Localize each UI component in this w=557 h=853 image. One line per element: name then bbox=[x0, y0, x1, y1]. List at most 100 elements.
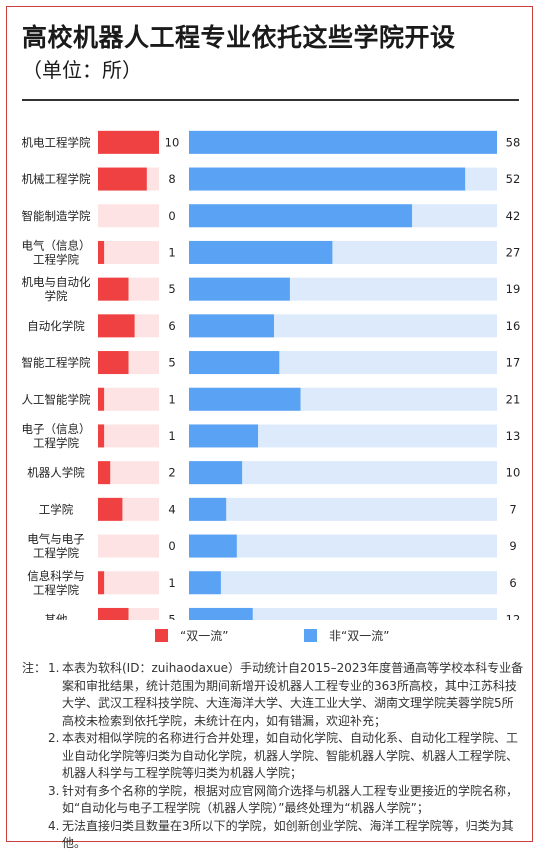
bar-blue bbox=[189, 461, 243, 485]
data-label-blue: 21 bbox=[506, 392, 521, 406]
category-label: 电子（信息） bbox=[22, 422, 91, 436]
note-item: 注： 1. 本表为软科(ID：zuihaodaxue）手动统计自2015–202… bbox=[22, 660, 525, 730]
data-label-blue: 19 bbox=[506, 282, 521, 296]
card-frame bbox=[6, 6, 533, 842]
data-label-blue: 17 bbox=[506, 356, 521, 370]
bar-blue bbox=[189, 314, 274, 338]
bar-red bbox=[98, 277, 129, 301]
category-label: 工学院 bbox=[39, 502, 74, 516]
category-label: 学院 bbox=[45, 289, 68, 303]
category-label: 工程学院 bbox=[33, 252, 79, 266]
data-label-blue: 58 bbox=[506, 135, 521, 149]
bar-blue bbox=[189, 497, 227, 521]
bar-blue bbox=[189, 204, 413, 228]
bar-blue bbox=[189, 607, 253, 620]
data-label-red: 8 bbox=[168, 172, 175, 186]
category-label: 机器人学院 bbox=[27, 466, 85, 480]
bar-track-blue bbox=[189, 424, 497, 448]
category-label: 机电与自动化 bbox=[22, 275, 91, 289]
data-label-red: 1 bbox=[168, 429, 175, 443]
bar-red bbox=[98, 424, 105, 448]
bar-blue bbox=[189, 277, 290, 301]
data-label-red: 1 bbox=[168, 392, 175, 406]
data-label-blue: 6 bbox=[509, 576, 516, 590]
data-label-blue: 27 bbox=[506, 245, 521, 259]
note-prefix: 注： bbox=[22, 661, 47, 675]
category-label: 电气与电子 bbox=[27, 532, 85, 546]
bar-red bbox=[98, 130, 159, 154]
note-text: 本表为软科(ID：zuihaodaxue）手动统计自2015–2023年度普通高… bbox=[62, 661, 524, 728]
bar-blue bbox=[189, 167, 466, 191]
notes: 注： 1. 本表为软科(ID：zuihaodaxue）手动统计自2015–202… bbox=[22, 660, 525, 853]
chart-title: 高校机器人工程专业依托这些学院开设 bbox=[22, 23, 456, 52]
data-label-blue: 10 bbox=[506, 466, 521, 480]
category-label: 工程学院 bbox=[33, 583, 79, 597]
data-label-red: 1 bbox=[168, 576, 175, 590]
data-label-red: 5 bbox=[168, 612, 175, 620]
bar-track-blue bbox=[189, 571, 497, 595]
legend-item-blue: 非“双一流” bbox=[304, 627, 389, 644]
note-number: 2. bbox=[48, 731, 60, 745]
data-label-blue: 42 bbox=[506, 209, 521, 223]
legend-swatch-red bbox=[155, 629, 168, 642]
category-label: 人工智能学院 bbox=[22, 392, 91, 406]
data-label-red: 10 bbox=[165, 135, 180, 149]
bar-red bbox=[98, 607, 129, 620]
data-label-red: 2 bbox=[168, 466, 175, 480]
bar-red bbox=[98, 167, 147, 191]
bar-track-red bbox=[98, 240, 159, 264]
legend-item-red: “双一流” bbox=[155, 627, 228, 644]
bar-track-red bbox=[98, 534, 159, 558]
bar-blue bbox=[189, 351, 280, 375]
data-label-blue: 52 bbox=[506, 172, 521, 186]
data-label-blue: 9 bbox=[509, 539, 516, 553]
data-label-red: 0 bbox=[168, 209, 175, 223]
bar-track-blue bbox=[189, 497, 497, 521]
bar-track-red bbox=[98, 571, 159, 595]
bar-blue bbox=[189, 130, 497, 154]
bar-red bbox=[98, 314, 135, 338]
data-label-blue: 13 bbox=[506, 429, 521, 443]
category-label: 工程学院 bbox=[33, 546, 79, 560]
note-number: 3. bbox=[48, 783, 60, 798]
bar-blue bbox=[189, 534, 237, 558]
bar-track-red bbox=[98, 387, 159, 411]
bar-blue bbox=[189, 387, 301, 411]
bar-red bbox=[98, 571, 105, 595]
chart-subtitle: （单位：所） bbox=[22, 58, 142, 82]
data-label-blue: 7 bbox=[509, 502, 516, 516]
note-number: 1. bbox=[48, 661, 60, 675]
note-text: 无法直接归类且数量在3所以下的学院，如创新创业学院、海洋工程学院等，归类为其他。 bbox=[62, 818, 514, 851]
bar-track-red bbox=[98, 424, 159, 448]
note-text: 本表对相似学院的名称进行合并处理，如自动化学院、自动化系、自动化工程学院、工业自… bbox=[62, 731, 519, 780]
note-item: 3. 针对有多个名称的学院，根据对应官网简介选择与机器人工程专业更接近的学院名称… bbox=[22, 783, 525, 818]
category-label: 自动化学院 bbox=[27, 319, 85, 333]
category-label: 机电工程学院 bbox=[22, 135, 91, 149]
bar-red bbox=[98, 387, 105, 411]
data-label-red: 4 bbox=[168, 502, 175, 516]
note-item: 4. 无法直接归类且数量在3所以下的学院，如创新创业学院、海洋工程学院等，归类为… bbox=[22, 818, 525, 853]
category-label: 电气（信息） bbox=[22, 238, 91, 252]
bar-track-red bbox=[98, 204, 159, 228]
data-label-blue: 12 bbox=[506, 612, 521, 620]
bar-track-blue bbox=[189, 607, 497, 620]
category-label: 其他 bbox=[45, 612, 68, 620]
bar-blue bbox=[189, 571, 221, 595]
legend-label-red: “双一流” bbox=[180, 629, 229, 643]
category-label: 机械工程学院 bbox=[22, 172, 91, 186]
legend-label-blue: 非“双一流” bbox=[329, 629, 390, 643]
bar-blue bbox=[189, 424, 259, 448]
note-text: 针对有多个名称的学院，根据对应官网简介选择与机器人工程专业更接近的学院名称，如“… bbox=[62, 783, 519, 816]
category-label: 信息科学与 bbox=[27, 569, 85, 583]
category-label: 智能制造学院 bbox=[22, 209, 91, 223]
note-item: 2. 本表对相似学院的名称进行合并处理，如自动化学院、自动化系、自动化工程学院、… bbox=[22, 730, 525, 783]
bar-track-red bbox=[98, 461, 159, 485]
bar-track-blue bbox=[189, 534, 497, 558]
data-label-red: 6 bbox=[168, 319, 175, 333]
data-label-red: 5 bbox=[168, 356, 175, 370]
bar-red bbox=[98, 351, 129, 375]
bar-red bbox=[98, 497, 123, 521]
category-label: 工程学院 bbox=[33, 436, 79, 450]
bar-red bbox=[98, 240, 105, 264]
